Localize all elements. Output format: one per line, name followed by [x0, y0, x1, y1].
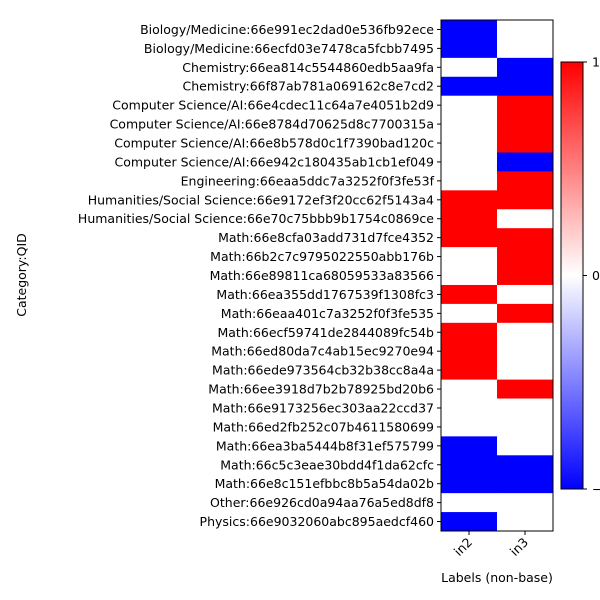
y-tick-label: Other:66e926cd0a94aa76a5ed8df8 — [210, 495, 434, 510]
heatmap-cell — [441, 228, 498, 248]
heatmap-cell — [441, 512, 498, 532]
heatmap-cell — [497, 455, 554, 475]
y-tick-label: Math:66e9173256ec303aa22ccd37 — [212, 400, 434, 415]
heatmap-cell — [441, 247, 498, 267]
heatmap-cell — [497, 512, 554, 532]
heatmap-cell — [441, 95, 498, 116]
y-tick-label: Biology/Medicine:66ecfd03e7478ca5fcbb749… — [144, 41, 434, 56]
heatmap-cell — [441, 360, 498, 381]
heatmap-cell — [441, 57, 498, 78]
heatmap-cell — [497, 57, 554, 78]
heatmap-cell — [441, 455, 498, 475]
y-tick-label: Computer Science/AI:66e942c180435ab1cb1e… — [114, 154, 434, 169]
heatmap-cell — [497, 303, 554, 324]
plot-frame — [440, 19, 554, 532]
y-tick-label: Chemistry:66ea814c5544860edb5aa9fa — [182, 60, 434, 75]
heatmap-cell — [497, 398, 554, 418]
y-tick-label: Humanities/Social Science:66e9172ef3f20c… — [88, 192, 434, 207]
heatmap-cell — [497, 171, 554, 191]
y-axis-label: Category:QID — [14, 233, 29, 317]
heatmap-cells — [441, 20, 554, 532]
heatmap-cell — [497, 133, 554, 153]
y-tick-label: Math:66b2c7c9795022550abb176b — [210, 249, 434, 264]
heatmap-cell — [441, 436, 498, 456]
heatmap-cell — [497, 38, 554, 59]
colorbar — [560, 61, 584, 490]
y-tick-label: Engineering:66eaa5ddc7a3252f0f3fe53f — [181, 173, 435, 188]
heatmap-cell — [497, 76, 554, 97]
heatmap-cell — [441, 133, 498, 153]
heatmap-cell — [497, 474, 554, 494]
x-tick-labels: in2 in3 — [451, 531, 531, 559]
heatmap-cell — [497, 493, 554, 513]
y-tick-label: Math:66ede973564cb32b38cc8a4a — [212, 363, 434, 378]
heatmap-cell — [497, 436, 554, 456]
heatmap-cell — [497, 322, 554, 343]
y-tick-label: Computer Science/AI:66e4cdec11c64a7e4051… — [112, 98, 434, 113]
heatmap-cell — [497, 247, 554, 267]
heatmap-cell — [441, 284, 498, 305]
colorbar-tick-label: 0 — [592, 268, 600, 283]
heatmap-cell — [497, 266, 554, 286]
heatmap-cell — [441, 152, 498, 172]
heatmap-cell — [497, 152, 554, 172]
heatmap-cell — [497, 284, 554, 305]
heatmap-cell — [441, 379, 498, 400]
y-tick-label: Chemistry:66f87ab781a069162c8e7cd2 — [182, 79, 434, 94]
y-tick-label: Math:66c5c3eae30bdd4f1da62cfc — [220, 457, 434, 472]
heatmap-cell — [441, 38, 498, 59]
heatmap-cell — [497, 190, 554, 210]
y-tick-label: Math:66ea355dd1767539f1308fc3 — [216, 287, 434, 302]
y-tick-labels: Biology/Medicine:66e991ec2dad0e536fb92ec… — [78, 22, 441, 529]
heatmap-cell — [441, 303, 498, 324]
colorbar-ticks: 1 0 −1 — [583, 55, 600, 497]
heatmap-cell — [441, 493, 498, 513]
y-tick-label: Math:66ea3ba5444b8f31ef575799 — [216, 438, 434, 453]
heatmap-cell — [441, 398, 498, 418]
colorbar-tick-label: 1 — [592, 55, 600, 70]
heatmap-cell — [441, 341, 498, 362]
y-tick-label: Math:66eaa401c7a3252f0f3fe535 — [221, 306, 434, 321]
heatmap-cell — [497, 20, 554, 40]
colorbar-tick-label: −1 — [592, 482, 600, 497]
y-tick-label: Math:66e89811ca68059533a83566 — [210, 268, 434, 283]
y-tick-label: Math:66ee3918d7b2b78925bd20b6 — [208, 382, 434, 397]
x-tick-label: in3 — [507, 535, 531, 559]
y-tick-label: Humanities/Social Science:66e70c75bbb9b1… — [78, 211, 434, 226]
heatmap-cell — [497, 417, 554, 437]
y-tick-label: Math:66e8c151efbbc8b5a54da02b — [215, 476, 434, 491]
heatmap-cell — [441, 209, 498, 229]
y-tick-label: Math:66ed2fb252c07b4611580699 — [213, 419, 434, 434]
heatmap-cell — [497, 360, 554, 381]
heatmap-cell — [441, 171, 498, 191]
y-tick-label: Math:66ecf59741de2844089fc54b — [217, 325, 434, 340]
heatmap-cell — [441, 20, 498, 40]
x-tick-label: in2 — [451, 535, 475, 559]
heatmap-cell — [497, 95, 554, 116]
heatmap-cell — [441, 114, 498, 135]
heatmap-cell — [441, 190, 498, 210]
y-tick-label: Math:66e8cfa03add731d7fce4352 — [218, 230, 434, 245]
heatmap-cell — [441, 322, 498, 343]
y-tick-label: Computer Science/AI:66e8b578d0c1f7390bad… — [114, 136, 434, 151]
heatmap-cell — [441, 417, 498, 437]
heatmap-cell — [497, 228, 554, 248]
heatmap-cell — [441, 76, 498, 97]
heatmap-cell — [497, 209, 554, 229]
heatmap-cell — [497, 114, 554, 135]
heatmap-cell — [497, 379, 554, 400]
heatmap-cell — [441, 266, 498, 286]
y-tick-label: Biology/Medicine:66e991ec2dad0e536fb92ec… — [140, 22, 434, 37]
y-tick-label: Math:66ed80da7c4ab15ec9270e94 — [211, 344, 434, 359]
heatmap-cell — [497, 341, 554, 362]
x-axis-label: Labels (non-base) — [441, 570, 553, 585]
y-tick-label: Physics:66e9032060abc895aedcf460 — [200, 514, 434, 529]
y-tick-label: Computer Science/AI:66e8784d70625d8c7700… — [110, 117, 434, 132]
heatmap-cell — [441, 474, 498, 494]
